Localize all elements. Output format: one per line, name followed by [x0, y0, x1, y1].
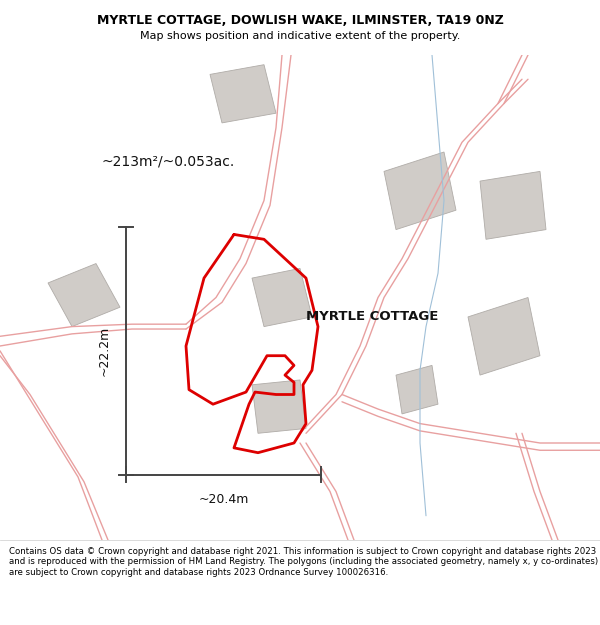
Text: MYRTLE COTTAGE: MYRTLE COTTAGE — [306, 311, 438, 323]
Text: Contains OS data © Crown copyright and database right 2021. This information is : Contains OS data © Crown copyright and d… — [9, 547, 598, 577]
Text: ~213m²/~0.053ac.: ~213m²/~0.053ac. — [101, 155, 235, 169]
Polygon shape — [384, 152, 456, 229]
Polygon shape — [48, 264, 120, 327]
Text: Map shows position and indicative extent of the property.: Map shows position and indicative extent… — [140, 31, 460, 41]
Text: ~22.2m: ~22.2m — [98, 326, 111, 376]
Polygon shape — [396, 366, 438, 414]
Polygon shape — [210, 65, 276, 123]
Polygon shape — [468, 298, 540, 375]
Text: MYRTLE COTTAGE, DOWLISH WAKE, ILMINSTER, TA19 0NZ: MYRTLE COTTAGE, DOWLISH WAKE, ILMINSTER,… — [97, 14, 503, 27]
Polygon shape — [252, 380, 306, 433]
Text: ~20.4m: ~20.4m — [199, 493, 248, 506]
Polygon shape — [252, 268, 312, 327]
Polygon shape — [480, 171, 546, 239]
